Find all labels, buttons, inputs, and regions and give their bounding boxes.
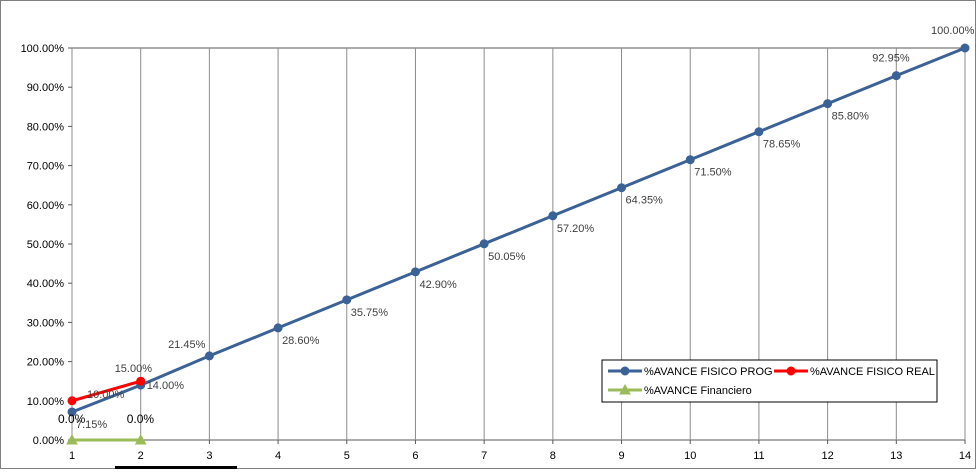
y-tick-label: 0.00%: [33, 435, 64, 447]
x-tick-label: 7: [481, 450, 487, 462]
y-tick-label: 100.00%: [21, 43, 65, 55]
bottom-mark: [115, 466, 237, 469]
series-2-point-2: [136, 376, 146, 386]
series-1-point-8: [548, 211, 558, 221]
series-1-point-13: [891, 71, 901, 81]
x-tick-label: 4: [275, 450, 281, 462]
series-1-point-5: [342, 295, 352, 305]
series-1-point-6: [410, 267, 420, 277]
x-tick-label: 10: [684, 450, 696, 462]
data-label: 10.00%: [87, 389, 125, 401]
x-tick-label: 3: [206, 450, 212, 462]
series-1-point-7: [479, 239, 489, 249]
x-tick-label: 1: [69, 450, 75, 462]
data-label: 14.00%: [147, 380, 185, 392]
data-label: 92.95%: [872, 53, 910, 65]
x-tick-label: 13: [890, 450, 902, 462]
axes: 0.00% 10.00% 20.00% 30.00% 40.00% 50.00% 60.00…: [21, 43, 972, 462]
data-label: 78.65%: [763, 139, 801, 151]
x-tick-label: 11: [753, 450, 764, 462]
y-tick-label: 20.00%: [27, 357, 65, 369]
legend-box: [601, 359, 938, 403]
y-tick-label: 30.00%: [27, 317, 65, 329]
series-1-point-3: [204, 351, 214, 361]
x-tick-label: 9: [618, 450, 624, 462]
data-label: 28.60%: [282, 335, 320, 347]
series-1-point-4: [273, 323, 283, 333]
y-tick-label: 60.00%: [27, 200, 65, 212]
series-line-1: [71, 46, 966, 414]
x-tick-label: 5: [344, 450, 350, 462]
x-tick-label: 6: [412, 450, 418, 462]
x-tick-label: 2: [138, 450, 144, 462]
y-tick-label: 50.00%: [27, 239, 65, 251]
legend-label: %AVANCE FISICO REAL: [810, 366, 935, 378]
data-label: 85.80%: [832, 111, 870, 123]
y-tick-label: 40.00%: [27, 278, 65, 290]
data-label: 21.45%: [168, 339, 206, 351]
x-tick-label: 14: [959, 450, 971, 462]
data-label: 57.20%: [557, 223, 595, 235]
data-label: 64.35%: [626, 195, 664, 207]
legend-marker-1: [620, 366, 630, 376]
legend-label: %AVANCE FISICO PROG: [644, 366, 773, 378]
series-1-point-14: [960, 43, 970, 53]
data-label: 42.90%: [419, 279, 457, 291]
y-tick-label: 90.00%: [27, 82, 65, 94]
data-label: 7.15%: [76, 419, 107, 431]
y-tick-label: 10.00%: [27, 396, 65, 408]
data-label: 100.00%: [931, 25, 975, 37]
data-label: 0.0%: [127, 412, 155, 426]
y-tick-label: 70.00%: [27, 161, 65, 173]
legend: %AVANCE FISICO PROG %AVANCE FISICO REAL %A…: [601, 359, 938, 403]
series-line-2: [71, 379, 142, 403]
series-1-point-11: [754, 127, 764, 137]
data-label: 50.05%: [488, 251, 526, 263]
legend-marker-2: [786, 366, 796, 376]
y-tick-label: 80.00%: [27, 121, 65, 133]
data-labels: 7.15% 14.00% 21.45% 28.60% 35.75% 42.90% 50.05…: [58, 25, 975, 431]
data-label: 15.00%: [115, 363, 153, 375]
legend-marker-3: [619, 383, 631, 395]
data-label: 71.50%: [694, 167, 732, 179]
data-label: 35.75%: [351, 307, 389, 319]
series-3-point-1: [66, 433, 78, 445]
series-1-point-1: [67, 407, 77, 417]
series-1-point-9: [617, 183, 627, 193]
legend-label: %AVANCE Financiero: [644, 385, 752, 397]
series: [66, 43, 970, 445]
series-1-point-12: [823, 99, 833, 109]
data-label: 0.0%: [58, 412, 86, 426]
x-tick-label: 12: [821, 450, 833, 462]
x-tick-label: 8: [550, 450, 556, 462]
series-1-point-10: [685, 155, 695, 165]
series-2-point-1: [67, 396, 77, 406]
series-3-point-2: [134, 433, 147, 445]
